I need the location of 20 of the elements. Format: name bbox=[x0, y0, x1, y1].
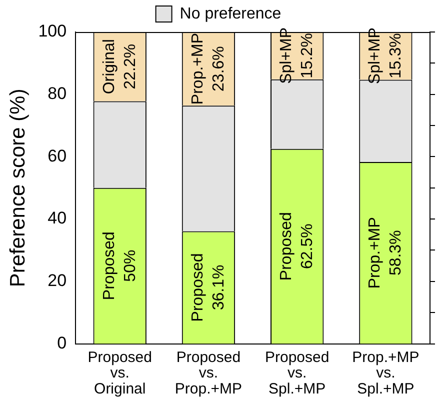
x-tick-label: Prop.+MP vs. Spl.+MP bbox=[352, 348, 420, 398]
data-label: Spl+MP 15.3% bbox=[366, 28, 405, 84]
y-tick-label: 0 bbox=[57, 333, 67, 352]
y-tick-label: 80 bbox=[48, 84, 67, 104]
data-label: Prop.+MP 58.3% bbox=[366, 217, 405, 289]
y-tick-label: 100 bbox=[38, 22, 67, 41]
x-tick-label: Proposed vs. Original bbox=[88, 348, 152, 398]
data-label: Prop.+MP 23.6% bbox=[189, 32, 228, 105]
data-label: Proposed 50% bbox=[100, 232, 139, 300]
data-label: Proposed 62.5% bbox=[278, 212, 316, 281]
y-tick-label: 60 bbox=[48, 146, 67, 166]
x-tick-label: Proposed vs. Spl.+MP bbox=[264, 348, 330, 398]
y-tick-label: 40 bbox=[48, 208, 67, 228]
legend-label: No preference bbox=[180, 5, 282, 22]
y-axis-title: Preference score (%) bbox=[6, 88, 30, 288]
data-label: Proposed 36.1% bbox=[189, 253, 228, 322]
y-tick-label: 20 bbox=[48, 271, 67, 290]
x-tick-label: Proposed vs. Prop.+MP bbox=[174, 348, 242, 398]
data-label: Original 22.2% bbox=[100, 39, 139, 94]
data-label: Spl+MP 15.2% bbox=[278, 27, 316, 84]
